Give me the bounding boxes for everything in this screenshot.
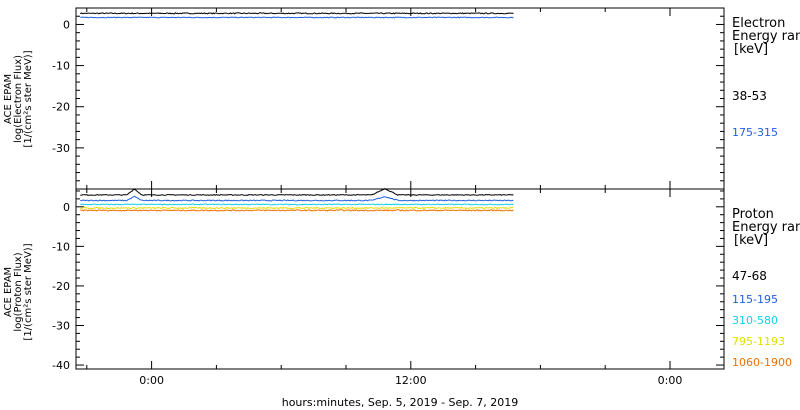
y-tick-label: -30 — [52, 319, 70, 332]
x-tick-label: 12:00 — [395, 374, 427, 387]
series-line-38-53 — [79, 12, 514, 15]
x-axis-label: hours:minutes, Sep. 5, 2019 - Sep. 7, 20… — [282, 396, 519, 409]
series-line-47-68 — [80, 187, 514, 196]
series-line-1060-1900 — [80, 209, 514, 212]
series-line-310-580 — [80, 203, 514, 206]
proton-legend-title: Proton — [732, 207, 774, 222]
proton-legend: Proton Energy ranges [keV] 47-68 115-195… — [732, 207, 800, 369]
proton-legend-subtitle: Energy ranges — [732, 220, 800, 235]
electron-series — [79, 12, 514, 19]
electron-legend-175-315: 175-315 — [732, 126, 778, 139]
y-tick-label: -20 — [52, 280, 70, 293]
proton-panel: 0 -10 -20 -30 -40 0:00 12:00 0:00 ACE EPAM log(… — [3, 187, 800, 387]
proton-legend-795-1193: 795-1193 — [732, 335, 785, 348]
x-tick-label: 0:00 — [139, 374, 164, 387]
proton-series — [80, 187, 514, 212]
y-tick-label: -10 — [52, 60, 70, 73]
electron-plot-frame — [75, 7, 725, 190]
y-tick-label: 0 — [63, 18, 70, 31]
proton-y-axis-label: ACE EPAM log(Proton Flux) [1/(cm²s ster … — [3, 243, 34, 340]
proton-ylabel-line2: log(Proton Flux) — [13, 252, 24, 331]
electron-legend-units: [keV] — [734, 42, 768, 57]
electron-legend-title: Electron — [732, 16, 785, 31]
electron-y-axis-label: ACE EPAM log(Electron Flux) [1/(cm²s ste… — [3, 50, 34, 147]
electron-ylabel-line3: [1/(cm²s ster MeV)] — [23, 50, 34, 147]
proton-ylabel-line3: [1/(cm²s ster MeV)] — [23, 243, 34, 340]
proton-legend-1060-1900: 1060-1900 — [732, 356, 792, 369]
electron-ticks: 0 -10 -20 -30 — [52, 7, 724, 189]
proton-plot-frame — [75, 188, 725, 370]
proton-legend-47-68: 47-68 — [732, 269, 767, 283]
series-line-795-1193 — [80, 206, 514, 210]
series-line-115-195 — [80, 195, 514, 202]
electron-legend-38-53: 38-53 — [732, 89, 767, 103]
proton-ylabel-line1: ACE EPAM — [3, 267, 14, 317]
proton-legend-115-195: 115-195 — [732, 293, 778, 306]
electron-ylabel-line2: log(Electron Flux) — [13, 55, 24, 143]
y-tick-label: -10 — [52, 240, 70, 253]
y-tick-label: -20 — [52, 101, 70, 114]
electron-legend-subtitle: Energy ranges — [732, 29, 800, 44]
y-tick-label: -40 — [52, 359, 70, 372]
electron-panel: 0 -10 -20 -30 ACE EPAM log(Electron Flux) [… — [3, 7, 800, 190]
y-tick-label: 0 — [63, 201, 70, 214]
x-tick-label: 0:00 — [658, 374, 683, 387]
proton-legend-310-580: 310-580 — [732, 314, 778, 327]
proton-ticks: 0 -10 -20 -30 -40 0:00 12:00 0:00 — [52, 189, 724, 387]
series-line-175-315 — [80, 16, 514, 19]
electron-ylabel-line1: ACE EPAM — [3, 74, 14, 124]
electron-legend: Electron Energy ranges [keV] 38-53 175-3… — [732, 16, 800, 139]
y-tick-label: -30 — [52, 142, 70, 155]
proton-legend-units: [keV] — [734, 233, 768, 248]
